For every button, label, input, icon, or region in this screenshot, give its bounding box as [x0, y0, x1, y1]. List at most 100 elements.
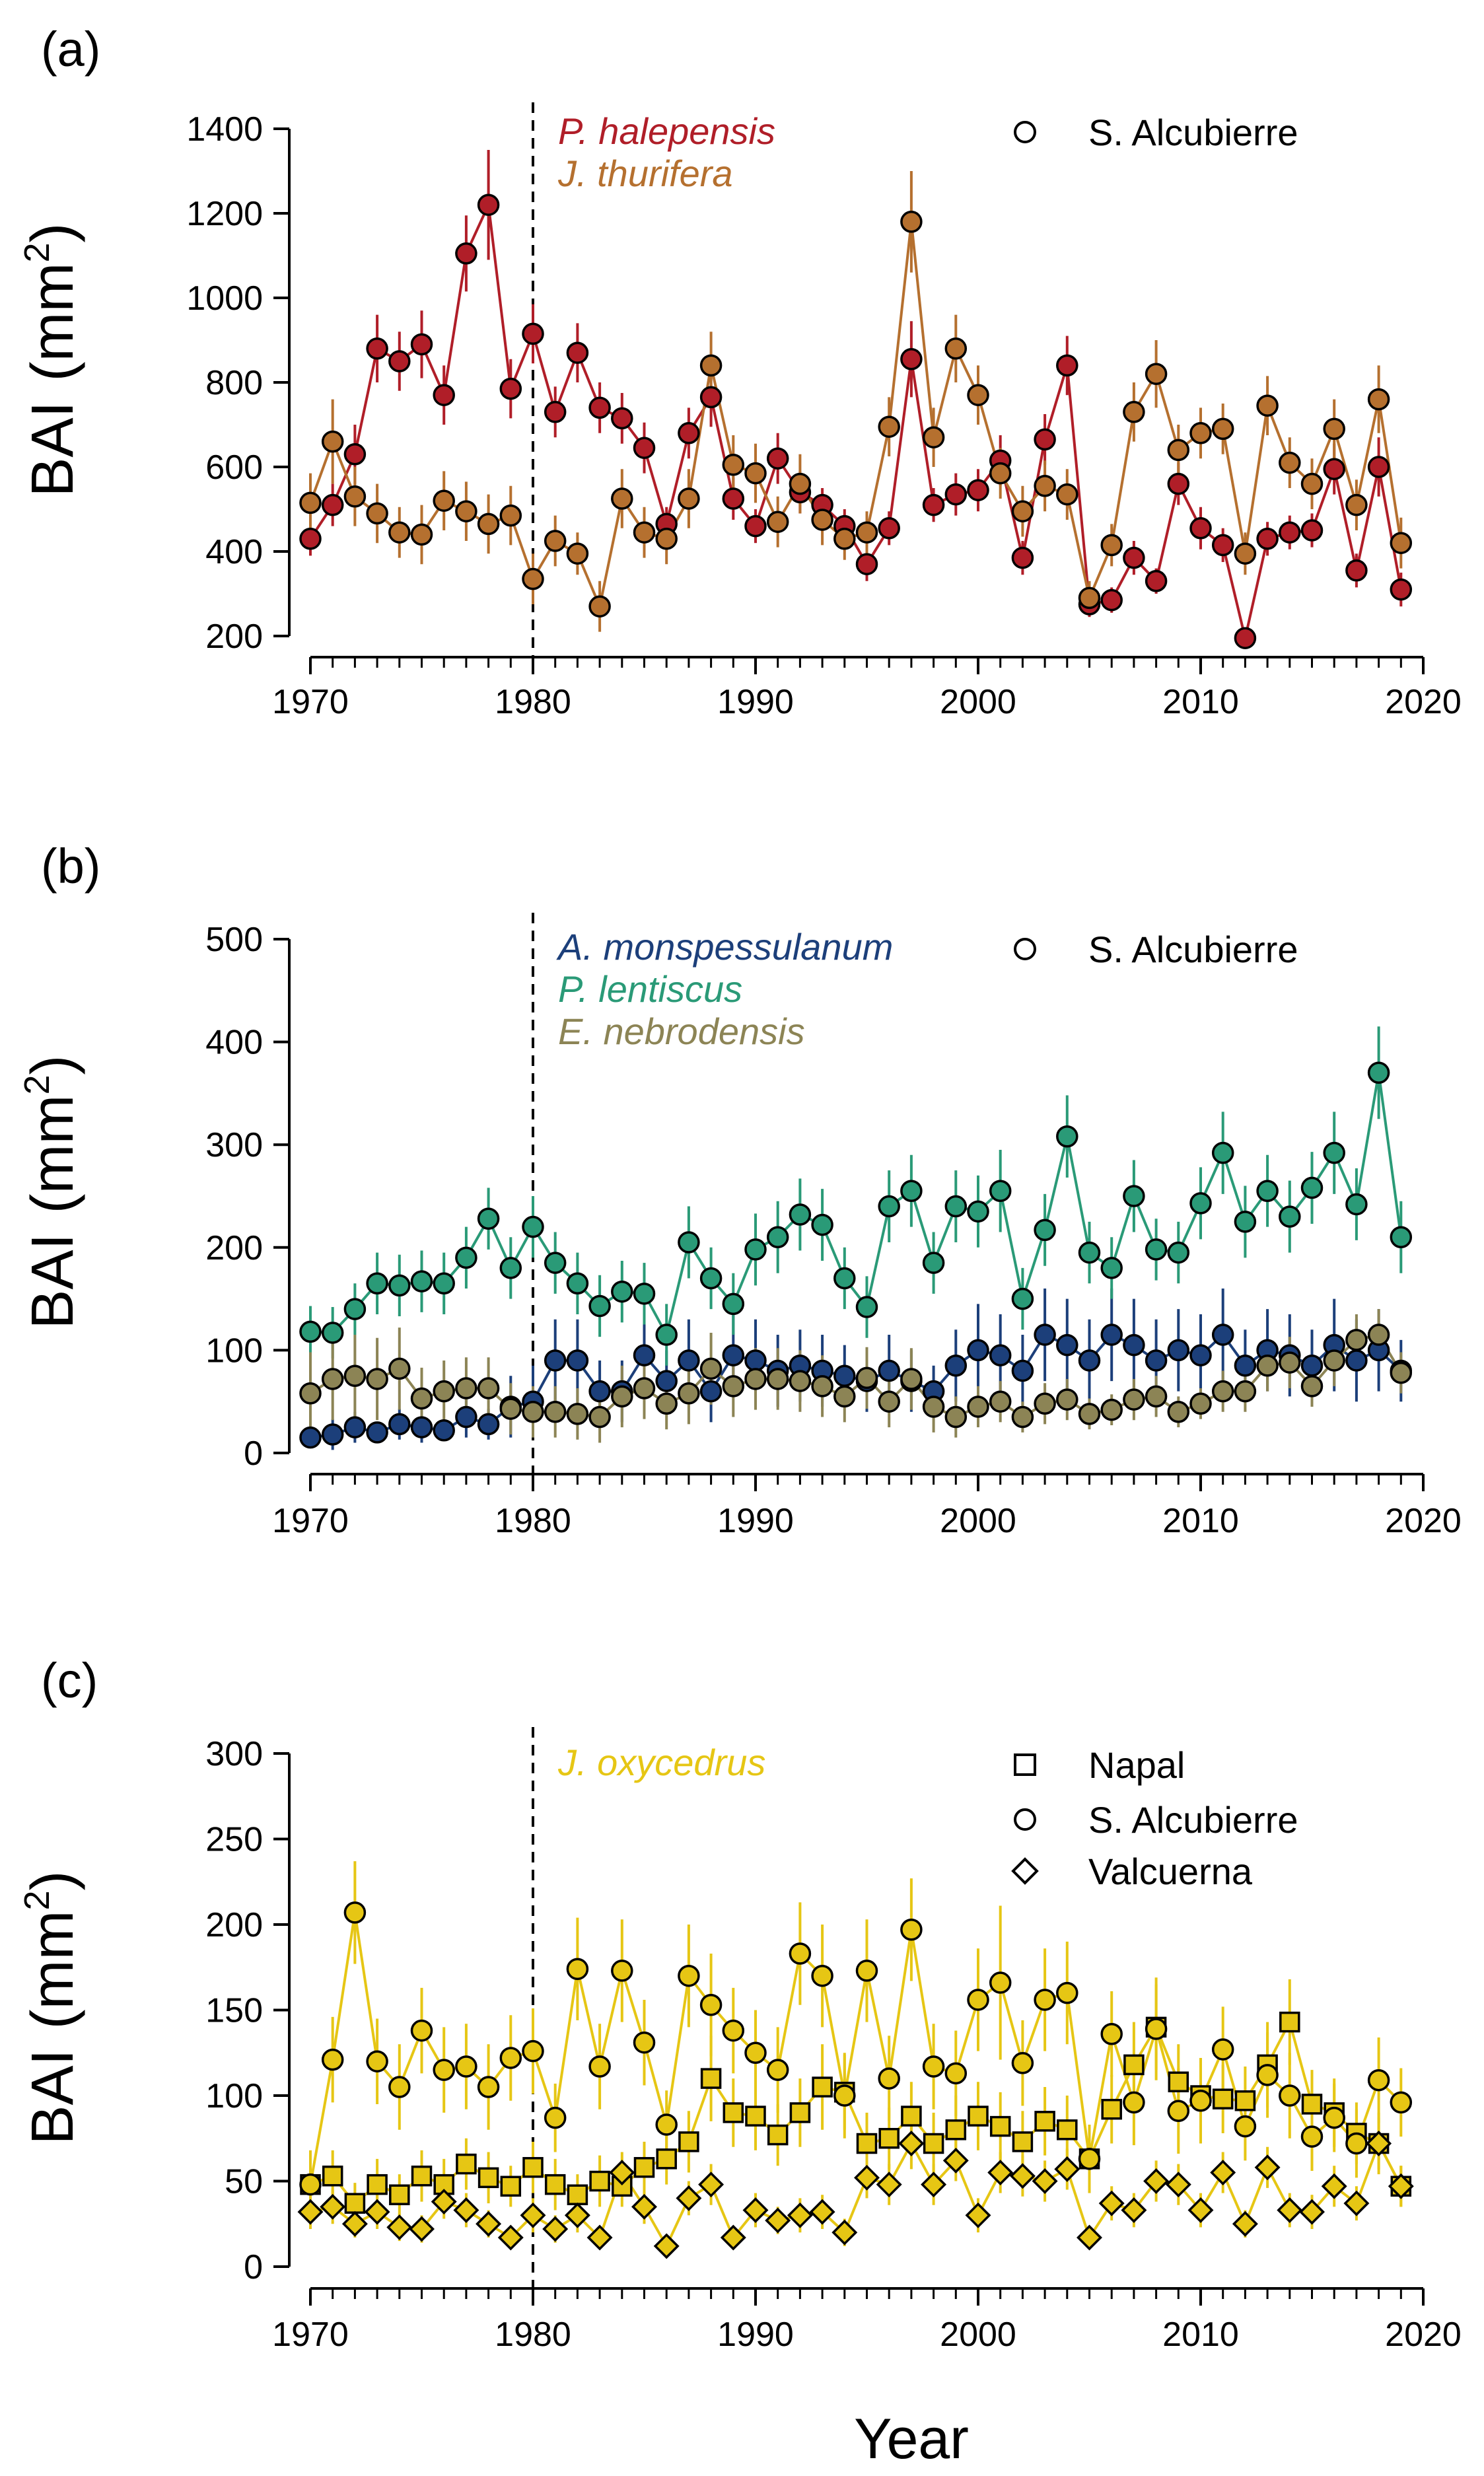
data-point [1167, 1401, 1190, 1423]
x-tick-label: 2020 [1385, 683, 1462, 721]
data-point [522, 567, 544, 590]
panel-b-legend-circle-marker [1014, 938, 1036, 960]
data-point [989, 1344, 1012, 1366]
y-tick-label: 200 [205, 618, 263, 656]
data-point [1279, 451, 1301, 474]
x-tick-label: 2000 [940, 683, 1016, 721]
data-point [297, 2199, 324, 2225]
data-point [653, 2233, 680, 2259]
data-point [410, 523, 433, 546]
data-point [588, 595, 611, 618]
data-point [699, 1993, 723, 2016]
data-point [656, 2148, 677, 2170]
data-point [321, 493, 344, 516]
data-point [809, 2199, 835, 2225]
data-point [633, 521, 656, 544]
data-point [744, 1368, 767, 1390]
data-point [1100, 534, 1123, 557]
data-point [433, 489, 455, 512]
panel-a-label-j-thurifera: J. thurifera [557, 153, 733, 194]
data-point [723, 2102, 744, 2123]
data-point [766, 1368, 789, 1390]
x-tick-label: 2000 [940, 1502, 1016, 1540]
data-point [1167, 439, 1190, 462]
data-point [564, 2202, 590, 2228]
data-point [431, 2189, 457, 2215]
data-point [1078, 2148, 1101, 2170]
data-point [366, 1421, 388, 1444]
data-point [968, 2105, 989, 2127]
data-point [967, 479, 989, 501]
data-point [678, 1349, 700, 1372]
y-tick-label: 200 [205, 1906, 263, 1944]
data-point [1277, 2197, 1303, 2224]
data-point [566, 1958, 589, 1981]
x-tick-label: 1980 [495, 1502, 571, 1540]
data-point [1034, 475, 1056, 497]
data-point [1123, 2054, 1145, 2076]
data-point [898, 2131, 925, 2156]
data-point [699, 1357, 723, 1380]
data-point [322, 2165, 343, 2187]
data-point [499, 504, 522, 527]
data-point [1256, 1180, 1279, 1202]
data-point [1034, 428, 1056, 451]
data-point [389, 2184, 410, 2205]
data-point [343, 1364, 367, 1388]
data-point [967, 1989, 989, 2011]
data-point [1123, 401, 1145, 423]
data-point [1167, 2100, 1190, 2123]
data-point [1034, 1219, 1056, 1242]
data-point [1323, 1349, 1345, 1372]
data-point [386, 2214, 413, 2240]
data-point [722, 2019, 745, 2042]
data-point [409, 2216, 435, 2242]
data-point [566, 1349, 589, 1372]
data-point [722, 454, 745, 476]
data-point [1011, 2052, 1034, 2074]
data-point [388, 350, 411, 372]
panel-a-legend-label: S. Alcubierre [1088, 112, 1298, 153]
data-point [321, 1368, 344, 1390]
data-point [1321, 2173, 1347, 2199]
data-point [367, 2174, 388, 2195]
data-point [1011, 1405, 1034, 1429]
panel-b-axes: 0 100 200 300 400 500 1970 1980 1990 2000 2010 2020 [205, 921, 1462, 1540]
data-point [611, 1385, 633, 1408]
data-point [366, 502, 388, 525]
data-point [1100, 588, 1123, 612]
data-point [1189, 1192, 1212, 1215]
y-tick-label: 0 [244, 2248, 263, 2286]
data-point [1189, 1344, 1212, 1366]
data-point [767, 2124, 789, 2146]
y-tick-label: 100 [205, 2077, 263, 2115]
data-point [522, 322, 544, 345]
y-tick-label: 400 [205, 533, 263, 571]
data-point [364, 2199, 390, 2225]
data-point [1056, 1125, 1078, 1148]
data-point [699, 354, 723, 377]
data-point [1211, 1141, 1234, 1164]
data-point [497, 2224, 524, 2251]
x-tick-label: 1990 [717, 2316, 794, 2354]
panel-c-legend-square-marker [1014, 1753, 1036, 1776]
data-point [945, 2119, 967, 2140]
data-point [989, 1971, 1012, 1994]
data-point [455, 500, 477, 522]
x-tick-label: 1990 [717, 683, 794, 721]
data-point [967, 1339, 989, 1362]
data-point [522, 2039, 544, 2063]
data-point [655, 2113, 678, 2136]
series-p-lentiscus [309, 1026, 1403, 1366]
data-point [878, 1359, 900, 1382]
data-point [1056, 1333, 1078, 1357]
data-point [1279, 1351, 1301, 1374]
data-point [455, 1377, 477, 1399]
data-point [1390, 2091, 1413, 2114]
panel-a-letter: (a) [41, 22, 100, 77]
data-point [588, 1294, 611, 1318]
data-point [388, 2076, 411, 2098]
data-point [1032, 2168, 1058, 2194]
data-point [388, 1413, 411, 1436]
